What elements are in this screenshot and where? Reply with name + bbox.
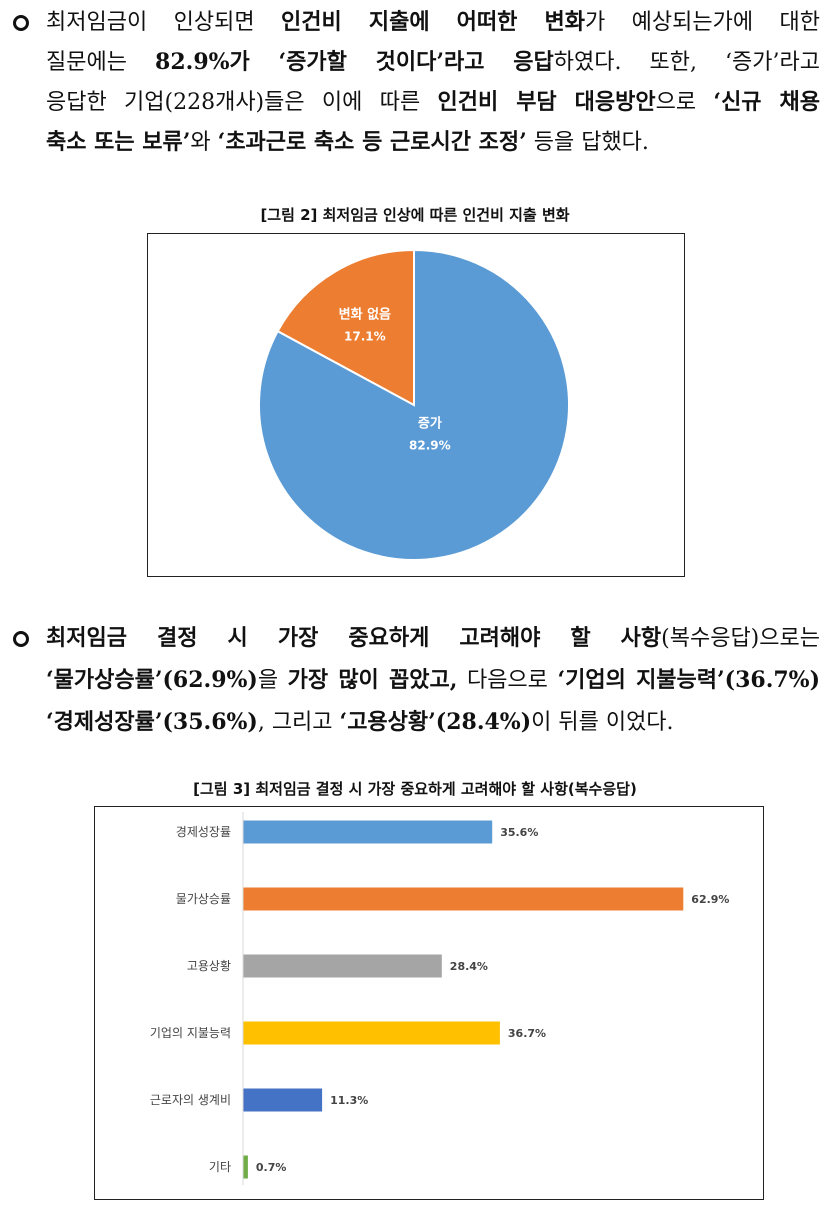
text-run: 을 xyxy=(257,668,288,693)
pie-slice-1 xyxy=(276,248,415,407)
text-run: 응답한 기업(228개사)들은 이에 따른 xyxy=(46,90,438,115)
bar-3 xyxy=(243,1021,500,1045)
text-run: 다음으로 xyxy=(457,668,558,693)
text-run: 질문에는 xyxy=(46,50,156,75)
bar-chart: 경제성장률 35.6% 물가상승률 62.9% 고용상황 28.4% 기업의 지불능력 36.… xyxy=(150,812,729,1185)
text-run: 가장 많이 꼽았고, xyxy=(287,667,458,693)
bar-value-label: 62.9% xyxy=(691,893,729,906)
bar-value-label: 28.4% xyxy=(450,960,488,973)
text-run: 으로 xyxy=(655,90,714,115)
bar-value-label: 0.7% xyxy=(256,1161,287,1174)
bar-2 xyxy=(243,954,442,978)
text-run: ‘초과근로 축소 등 근로시간 조정’ xyxy=(217,129,527,155)
text-run: 인건비 지출에 어떠한 변화 xyxy=(281,9,585,35)
bullet-circle-icon xyxy=(10,10,36,36)
text-run: ‘고용상황’(28.4%) xyxy=(339,709,532,735)
bar-4 xyxy=(243,1088,323,1112)
para1-line: 응답한 기업(228개사)들은 이에 따른 인건비 부담 대응방안으로 ‘신규 … xyxy=(46,84,820,120)
pie-chart-box: 증가 82.9% 변화 없음 17.1% xyxy=(147,233,685,577)
bar-category-label: 물가상승률 xyxy=(176,892,231,906)
figure-3-caption: [그림 3] 최저임금 결정 시 가장 중요하게 고려해야 할 사항(복수응답) xyxy=(193,780,637,798)
bullet-circle-icon xyxy=(10,626,36,652)
para1-line: 최저임금이 인상되면 인건비 지출에 어떠한 변화가 예상되는가에 대한 xyxy=(46,4,820,40)
pie-slice-label: 변화 없음 xyxy=(339,306,391,322)
text-run: 82.9%가 ‘증가할 것이다’라고 응답 xyxy=(155,49,554,75)
figure-2-caption: [그림 2] 최저임금 인상에 따른 인건비 지출 변화 xyxy=(260,206,570,224)
bar-chart-box: 경제성장률 35.6% 물가상승률 62.9% 고용상황 28.4% 기업의 지불능력 36.… xyxy=(94,806,764,1200)
text-run: (복수응답)으로는 xyxy=(661,626,820,651)
para1-line: 축소 또는 보류’와 ‘초과근로 축소 등 근로시간 조정’ 등을 답했다. xyxy=(46,124,649,160)
text-run: 축소 또는 보류’ xyxy=(46,129,191,155)
text-run: ‘경제성장률’(35.6%) xyxy=(46,709,258,735)
bar-category-label: 고용상황 xyxy=(187,959,231,973)
bar-category-label: 근로자의 생계비 xyxy=(150,1093,231,1107)
para2-line: 최저임금 결정 시 가장 중요하게 고려해야 할 사항(복수응답)으로는 xyxy=(46,620,820,656)
pie-slice-value-label: 17.1% xyxy=(344,329,386,343)
text-run: ‘기업의 지불능력’(36.7%) xyxy=(557,667,820,693)
bar-5 xyxy=(243,1155,248,1179)
pie-chart: 증가 82.9% 변화 없음 17.1% xyxy=(258,248,570,561)
bar-category-label: 기타 xyxy=(209,1160,231,1174)
bar-1 xyxy=(243,887,684,911)
text-run: 이 뒤를 이었다. xyxy=(531,710,674,735)
text-run: 최저임금이 인상되면 xyxy=(46,10,282,35)
bar-0 xyxy=(243,820,493,844)
bar-category-label: 기업의 지불능력 xyxy=(150,1026,231,1040)
text-run: 최저임금 결정 시 가장 중요하게 고려해야 할 사항 xyxy=(46,625,662,651)
text-run: 하였다. 또한, ‘증가’라고 xyxy=(553,50,820,75)
text-run: 등을 답했다. xyxy=(526,130,649,155)
text-run: ‘물가상승률’(62.9%) xyxy=(46,667,258,693)
bar-value-label: 35.6% xyxy=(500,826,538,839)
para2-line: ‘물가상승률’(62.9%)을 가장 많이 꼽았고, 다음으로 ‘기업의 지불능… xyxy=(46,662,820,698)
pie-slice-value-label: 82.9% xyxy=(409,439,451,453)
text-run: , 그리고 xyxy=(257,710,340,735)
text-run: 가 예상되는가에 대한 xyxy=(584,10,820,35)
text-run: ‘신규 채용 xyxy=(713,89,820,115)
text-run: 인건비 부담 대응방안 xyxy=(437,89,656,115)
pie-slice-label: 증가 xyxy=(418,417,442,432)
bar-category-label: 경제성장률 xyxy=(176,825,231,839)
text-run: 와 xyxy=(190,130,218,155)
bar-value-label: 36.7% xyxy=(508,1027,546,1040)
para2-line: ‘경제성장률’(35.6%), 그리고 ‘고용상황’(28.4%)이 뒤를 이었… xyxy=(46,704,674,740)
bar-value-label: 11.3% xyxy=(330,1094,368,1107)
para1-line: 질문에는 82.9%가 ‘증가할 것이다’라고 응답하였다. 또한, ‘증가’라… xyxy=(46,44,820,80)
